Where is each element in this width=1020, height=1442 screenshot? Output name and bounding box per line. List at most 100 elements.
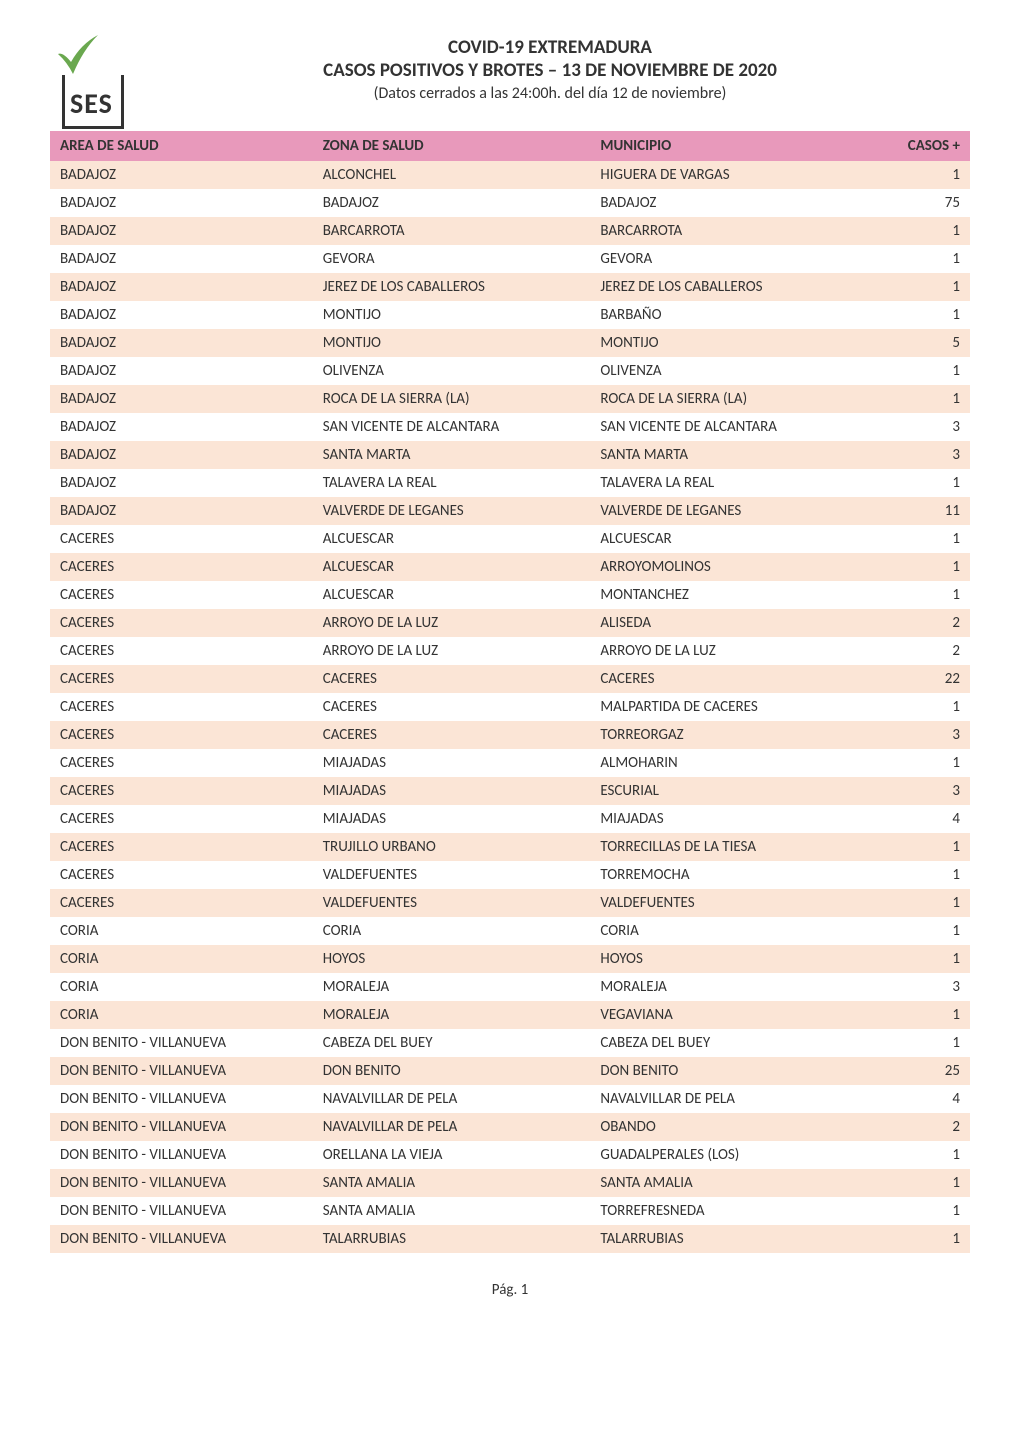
table-row: DON BENITO - VILLANUEVANAVALVILLAR DE PE… xyxy=(50,1113,970,1141)
table-cell: MONTIJO xyxy=(590,329,868,357)
table-cell: VALVERDE DE LEGANES xyxy=(313,497,591,525)
table-cell: DON BENITO - VILLANUEVA xyxy=(50,1197,313,1225)
table-cell: 3 xyxy=(868,973,970,1001)
table-cell: SAN VICENTE DE ALCANTARA xyxy=(590,413,868,441)
table-cell: TALARRUBIAS xyxy=(313,1225,591,1253)
table-cell: CACERES xyxy=(50,805,313,833)
table-cell: 3 xyxy=(868,413,970,441)
table-cell: 1 xyxy=(868,385,970,413)
table-row: BADAJOZMONTIJOBARBAÑO1 xyxy=(50,301,970,329)
table-row: CORIAHOYOSHOYOS1 xyxy=(50,945,970,973)
table-cell: CORIA xyxy=(50,1001,313,1029)
table-cell: CACERES xyxy=(313,721,591,749)
table-cell: BADAJOZ xyxy=(590,189,868,217)
table-cell: ESCURIAL xyxy=(590,777,868,805)
table-cell: 1 xyxy=(868,917,970,945)
table-cell: 1 xyxy=(868,245,970,273)
table-row: CACERESMIAJADASESCURIAL3 xyxy=(50,777,970,805)
table-cell: OLIVENZA xyxy=(590,357,868,385)
table-row: BADAJOZSAN VICENTE DE ALCANTARASAN VICEN… xyxy=(50,413,970,441)
ses-logo: SES xyxy=(50,30,135,130)
table-cell: 1 xyxy=(868,749,970,777)
table-cell: CORIA xyxy=(50,917,313,945)
table-cell: NAVALVILLAR DE PELA xyxy=(590,1085,868,1113)
table-cell: 1 xyxy=(868,581,970,609)
table-cell: BADAJOZ xyxy=(50,469,313,497)
table-cell: ALCUESCAR xyxy=(590,525,868,553)
table-cell: VALDEFUENTES xyxy=(313,889,591,917)
table-cell: TALARRUBIAS xyxy=(590,1225,868,1253)
table-row: BADAJOZBARCARROTABARCARROTA1 xyxy=(50,217,970,245)
table-row: BADAJOZSANTA MARTASANTA MARTA3 xyxy=(50,441,970,469)
table-cell: 22 xyxy=(868,665,970,693)
table-cell: ALCONCHEL xyxy=(313,161,591,189)
table-cell: MORALEJA xyxy=(313,1001,591,1029)
table-cell: 1 xyxy=(868,525,970,553)
table-cell: CACERES xyxy=(50,609,313,637)
table-cell: TORRECILLAS DE LA TIESA xyxy=(590,833,868,861)
table-cell: CACERES xyxy=(50,693,313,721)
table-cell: 11 xyxy=(868,497,970,525)
table-cell: BADAJOZ xyxy=(50,385,313,413)
table-row: BADAJOZJEREZ DE LOS CABALLEROSJEREZ DE L… xyxy=(50,273,970,301)
table-cell: HIGUERA DE VARGAS xyxy=(590,161,868,189)
table-cell: CACERES xyxy=(590,665,868,693)
table-row: BADAJOZOLIVENZAOLIVENZA1 xyxy=(50,357,970,385)
table-cell: BADAJOZ xyxy=(50,497,313,525)
table-cell: CACERES xyxy=(50,861,313,889)
table-cell: BADAJOZ xyxy=(50,413,313,441)
col-zona: ZONA DE SALUD xyxy=(313,131,591,161)
table-cell: JEREZ DE LOS CABALLEROS xyxy=(590,273,868,301)
table-cell: 1 xyxy=(868,1141,970,1169)
table-row: CORIAMORALEJAVEGAVIANA1 xyxy=(50,1001,970,1029)
table-row: CACERESVALDEFUENTESTORREMOCHA1 xyxy=(50,861,970,889)
table-cell: 3 xyxy=(868,777,970,805)
table-cell: MIAJADAS xyxy=(313,805,591,833)
table-cell: 3 xyxy=(868,441,970,469)
table-cell: CACERES xyxy=(50,665,313,693)
table-cell: GEVORA xyxy=(590,245,868,273)
table-cell: 1 xyxy=(868,1169,970,1197)
table-cell: 4 xyxy=(868,1085,970,1113)
table-cell: 1 xyxy=(868,693,970,721)
logo-text: SES xyxy=(70,86,113,121)
table-row: DON BENITO - VILLANUEVAORELLANA LA VIEJA… xyxy=(50,1141,970,1169)
table-cell: CACERES xyxy=(50,581,313,609)
table-row: BADAJOZMONTIJOMONTIJO5 xyxy=(50,329,970,357)
table-cell: DON BENITO - VILLANUEVA xyxy=(50,1029,313,1057)
table-cell: 1 xyxy=(868,469,970,497)
table-cell: MIAJADAS xyxy=(313,749,591,777)
table-cell: 1 xyxy=(868,301,970,329)
table-cell: 1 xyxy=(868,273,970,301)
table-cell: 1 xyxy=(868,217,970,245)
title-block: COVID-19 EXTREMADURA CASOS POSITIVOS Y B… xyxy=(140,30,960,103)
table-cell: CACERES xyxy=(50,777,313,805)
table-cell: ARROYO DE LA LUZ xyxy=(313,637,591,665)
table-cell: TALAVERA LA REAL xyxy=(313,469,591,497)
table-cell: ALCUESCAR xyxy=(313,525,591,553)
table-cell: CACERES xyxy=(50,553,313,581)
table-row: DON BENITO - VILLANUEVASANTA AMALIASANTA… xyxy=(50,1169,970,1197)
table-cell: CABEZA DEL BUEY xyxy=(590,1029,868,1057)
table-row: CACERESMIAJADASALMOHARIN1 xyxy=(50,749,970,777)
table-cell: 1 xyxy=(868,357,970,385)
page-footer: Pág. 1 xyxy=(50,1281,970,1299)
table-row: DON BENITO - VILLANUEVACABEZA DEL BUEYCA… xyxy=(50,1029,970,1057)
table-cell: CACERES xyxy=(313,693,591,721)
table-cell: TORREMOCHA xyxy=(590,861,868,889)
table-cell: BARCARROTA xyxy=(313,217,591,245)
table-row: CACERESCACERESMALPARTIDA DE CACERES1 xyxy=(50,693,970,721)
table-cell: 1 xyxy=(868,553,970,581)
table-cell: CORIA xyxy=(50,945,313,973)
table-row: CACERESARROYO DE LA LUZALISEDA2 xyxy=(50,609,970,637)
table-cell: SANTA AMALIA xyxy=(590,1169,868,1197)
table-cell: DON BENITO - VILLANUEVA xyxy=(50,1085,313,1113)
table-cell: OLIVENZA xyxy=(313,357,591,385)
table-cell: 2 xyxy=(868,609,970,637)
col-municipio: MUNICIPIO xyxy=(590,131,868,161)
table-row: BADAJOZALCONCHELHIGUERA DE VARGAS1 xyxy=(50,161,970,189)
title: COVID-19 EXTREMADURA xyxy=(140,36,960,59)
table-cell: 5 xyxy=(868,329,970,357)
table-cell: DON BENITO - VILLANUEVA xyxy=(50,1057,313,1085)
table-cell: BADAJOZ xyxy=(50,245,313,273)
